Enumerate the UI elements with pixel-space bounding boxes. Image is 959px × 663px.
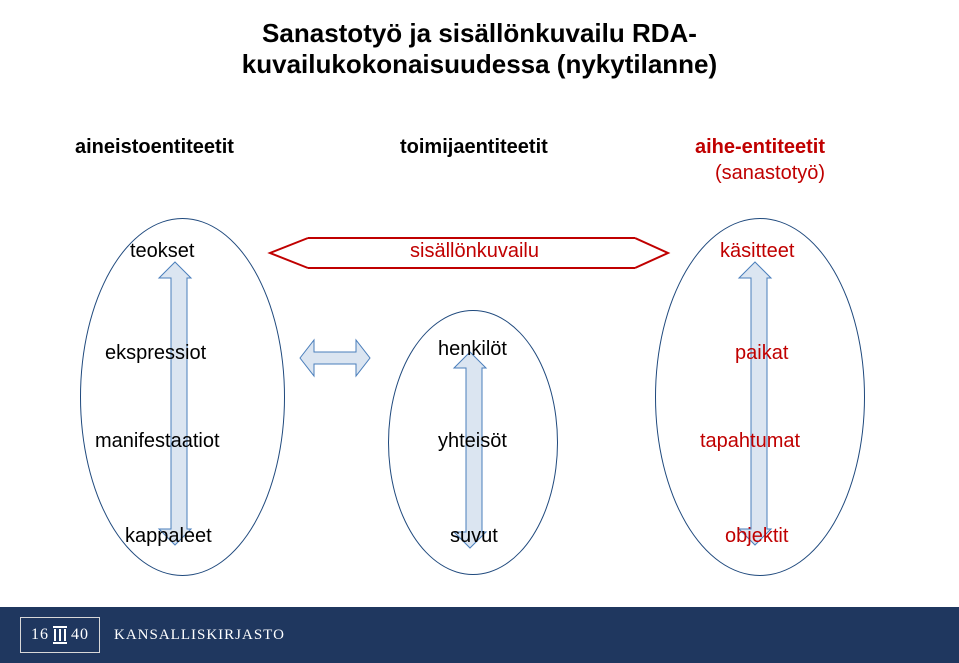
footer-bar: 16 40 KANSALLISKIRJASTO (0, 607, 959, 663)
label-manifestaatiot: manifestaatiot (95, 430, 220, 453)
footer-org: KANSALLISKIRJASTO (114, 627, 285, 644)
ellipse-right (655, 218, 865, 576)
header-col3-sub: (sanastotyö) (715, 162, 825, 185)
label-paikat: paikat (735, 342, 788, 365)
label-yhteisot: yhteisöt (438, 430, 507, 453)
logo-badge: 16 40 (20, 617, 100, 653)
header-col1: aineistoentiteetit (75, 136, 234, 159)
label-ekspressiot: ekspressiot (105, 342, 206, 365)
label-sisallonkuvailu: sisällönkuvailu (410, 240, 539, 263)
logo-year-1: 16 (31, 626, 49, 644)
label-kasitteet: käsitteet (720, 240, 794, 263)
footer-logo: 16 40 KANSALLISKIRJASTO (20, 617, 285, 653)
logo-year-2: 40 (71, 626, 89, 644)
label-suvut: suvut (450, 525, 498, 548)
slide-title: Sanastotyö ja sisällönkuvailu RDA- kuvai… (0, 18, 959, 80)
header-col2: toimijaentiteetit (400, 136, 548, 159)
title-line2: kuvailukokonaisuudessa (nykytilanne) (242, 49, 717, 79)
label-teokset: teokset (130, 240, 194, 263)
label-henkilot: henkilöt (438, 338, 507, 361)
label-kappaleet: kappaleet (125, 525, 212, 548)
label-tapahtumat: tapahtumat (700, 430, 800, 453)
ellipse-left (80, 218, 285, 576)
column-icon (53, 626, 67, 644)
slide-root: Sanastotyö ja sisällönkuvailu RDA- kuvai… (0, 0, 959, 663)
label-objektit: objektit (725, 525, 788, 548)
header-col3: aihe-entiteetit (695, 136, 825, 159)
title-line1: Sanastotyö ja sisällönkuvailu RDA- (262, 18, 697, 48)
